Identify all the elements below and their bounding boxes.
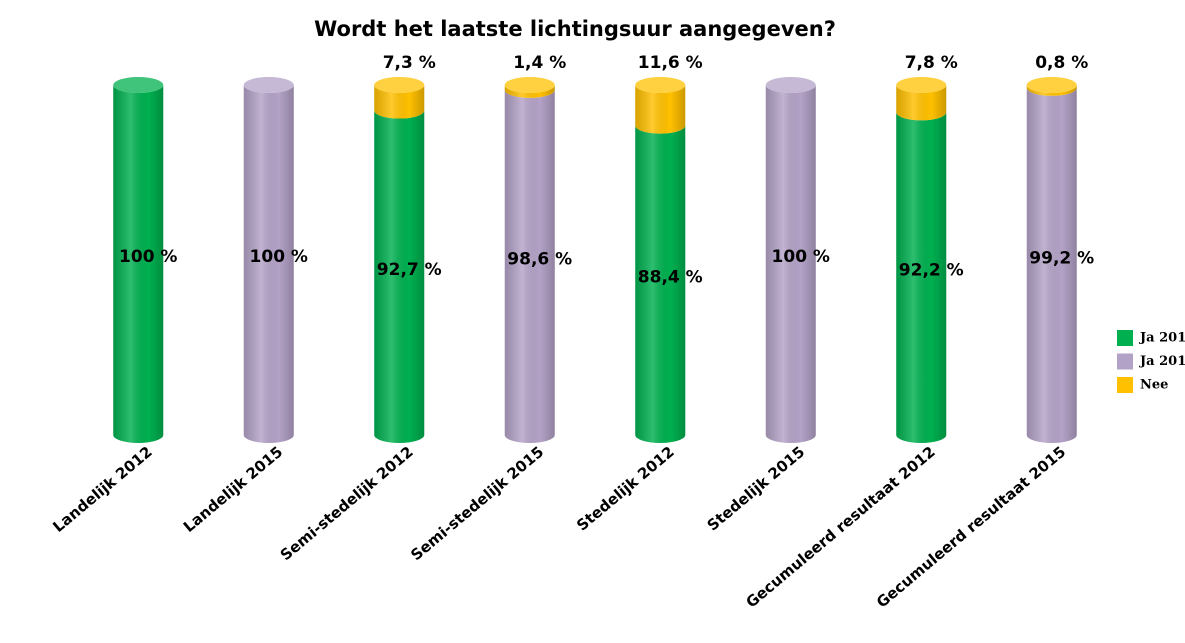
cap-highlight [765, 77, 816, 93]
segment-shade [504, 89, 555, 444]
segment-shade [1026, 87, 1077, 444]
cap-highlight [374, 77, 425, 93]
segment-shade [635, 85, 686, 134]
cylinder-cap [374, 77, 425, 93]
data-label: 100 % [119, 247, 177, 267]
x-tick-label: Semi-stedelijk 2012 [277, 443, 417, 564]
data-label: 99,2 % [1029, 248, 1094, 268]
data-label: 0,8 % [1035, 53, 1088, 73]
data-label: 92,7 % [377, 260, 442, 280]
cylinder-cap [504, 77, 555, 93]
segment-shade [1026, 85, 1077, 96]
cap-highlight [1026, 77, 1077, 93]
legend-label: Ja 2012 [1139, 331, 1185, 346]
cap-highlight [635, 77, 686, 93]
cap-highlight [243, 77, 294, 93]
x-tick-label: Landelijk 2015 [180, 443, 286, 536]
x-tick-label: Stedelijk 2012 [573, 443, 678, 535]
data-label: 100 % [250, 247, 308, 267]
legend-label: Nee [1140, 378, 1168, 393]
legend-swatch [1117, 353, 1133, 370]
cap-highlight [896, 77, 947, 93]
legend-label: Ja 2015 [1139, 354, 1185, 369]
cylinder-cap [765, 77, 816, 93]
data-label: 7,8 % [905, 53, 958, 73]
data-label: 98,6 % [507, 249, 572, 269]
segment-shade [896, 85, 947, 121]
data-label: 100 % [772, 247, 830, 267]
cylinder-cap [635, 77, 686, 93]
segment-shade [504, 85, 555, 98]
legend-swatch [1117, 330, 1133, 346]
x-tick-label: Semi-stedelijk 2015 [407, 443, 547, 564]
x-tick-label: Landelijk 2012 [49, 443, 155, 536]
segment-shade [635, 125, 686, 443]
segment-shade [113, 85, 164, 443]
data-label: 88,4 % [638, 267, 703, 287]
segment-shade [896, 112, 947, 444]
segment-shade [243, 85, 294, 443]
cap-highlight [504, 77, 555, 93]
cap-highlight [113, 77, 164, 93]
cylinder-cap [243, 77, 294, 93]
cylinder-cap [1026, 77, 1077, 93]
data-label: 7,3 % [383, 53, 436, 73]
x-tick-label: Stedelijk 2015 [704, 443, 809, 535]
data-label: 1,4 % [513, 53, 566, 73]
data-label: 11,6 % [638, 53, 703, 73]
segment-shade [765, 85, 816, 443]
legend-swatch [1117, 377, 1133, 393]
segment-shade [374, 110, 425, 444]
segment-shade [374, 85, 425, 119]
data-label: 92,2 % [899, 261, 964, 281]
cylinder-cap [113, 77, 164, 93]
cylinder-cap [896, 77, 947, 93]
chart-title: Wordt het laatste lichtingsuur aangegeve… [314, 17, 836, 41]
